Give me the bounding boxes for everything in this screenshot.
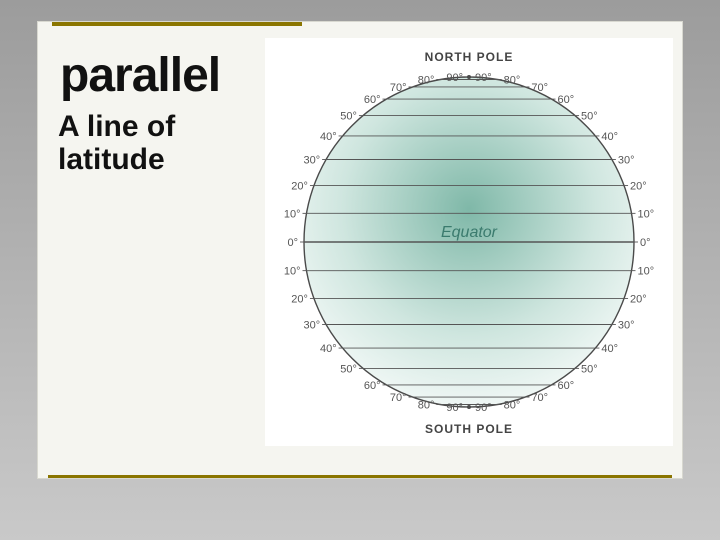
- lat-label-left: 30°: [303, 320, 320, 332]
- lat-label-left: 70°: [390, 82, 407, 94]
- accent-bar-bottom: [48, 475, 672, 478]
- lat-label-right: 30°: [618, 155, 635, 167]
- lat-label-left: 90°: [446, 402, 463, 414]
- lat-label-left: 40°: [320, 343, 337, 355]
- lat-label-right: 30°: [618, 320, 635, 332]
- globe-figure: 90°90°80°80°70°70°60°60°50°50°40°40°30°3…: [265, 38, 673, 446]
- lat-label-left: 70°: [390, 392, 407, 404]
- accent-bar-top: [52, 22, 302, 26]
- lat-label-right: 0°: [640, 237, 651, 249]
- lat-label-left: 90°: [446, 72, 463, 84]
- lat-label-left: 10°: [284, 208, 301, 220]
- lat-label-right: 10°: [637, 266, 654, 278]
- slide-subtitle: A line of latitude: [58, 110, 238, 176]
- lat-label-right: 20°: [630, 181, 647, 193]
- globe-diagram: 90°90°80°80°70°70°60°60°50°50°40°40°30°3…: [265, 38, 673, 446]
- slide-title: parallel: [60, 48, 220, 103]
- lat-label-left: 30°: [303, 155, 320, 167]
- lat-label-right: 80°: [504, 75, 521, 87]
- lat-label-left: 20°: [291, 293, 308, 305]
- lat-label-right: 10°: [637, 208, 654, 220]
- lat-label-left: 80°: [418, 75, 435, 87]
- lat-label-right: 60°: [558, 380, 575, 392]
- lat-label-left: 50°: [340, 111, 357, 123]
- lat-label-right: 50°: [581, 363, 598, 375]
- lat-label-right: 50°: [581, 111, 598, 123]
- lat-label-right: 40°: [601, 343, 618, 355]
- lat-label-left: 60°: [364, 94, 381, 106]
- lat-label-right: 80°: [504, 399, 521, 411]
- lat-label-right: 70°: [531, 392, 548, 404]
- north-pole-label: NORTH POLE: [425, 50, 514, 64]
- lat-label-right: 90°: [475, 402, 492, 414]
- lat-label-left: 20°: [291, 181, 308, 193]
- lat-label-left: 0°: [287, 237, 298, 249]
- lat-label-left: 40°: [320, 131, 337, 143]
- lat-label-left: 80°: [418, 399, 435, 411]
- lat-label-right: 90°: [475, 72, 492, 84]
- equator-label: Equator: [441, 224, 498, 241]
- lat-label-left: 60°: [364, 380, 381, 392]
- lat-label-right: 20°: [630, 293, 647, 305]
- south-pole-label: SOUTH POLE: [425, 422, 513, 436]
- lat-label-right: 40°: [601, 131, 618, 143]
- lat-label-left: 10°: [284, 266, 301, 278]
- lat-label-right: 70°: [531, 82, 548, 94]
- lat-label-right: 60°: [558, 94, 575, 106]
- lat-label-left: 50°: [340, 363, 357, 375]
- slide: parallel A line of latitude 90° 90° 80° 80°…: [0, 0, 720, 540]
